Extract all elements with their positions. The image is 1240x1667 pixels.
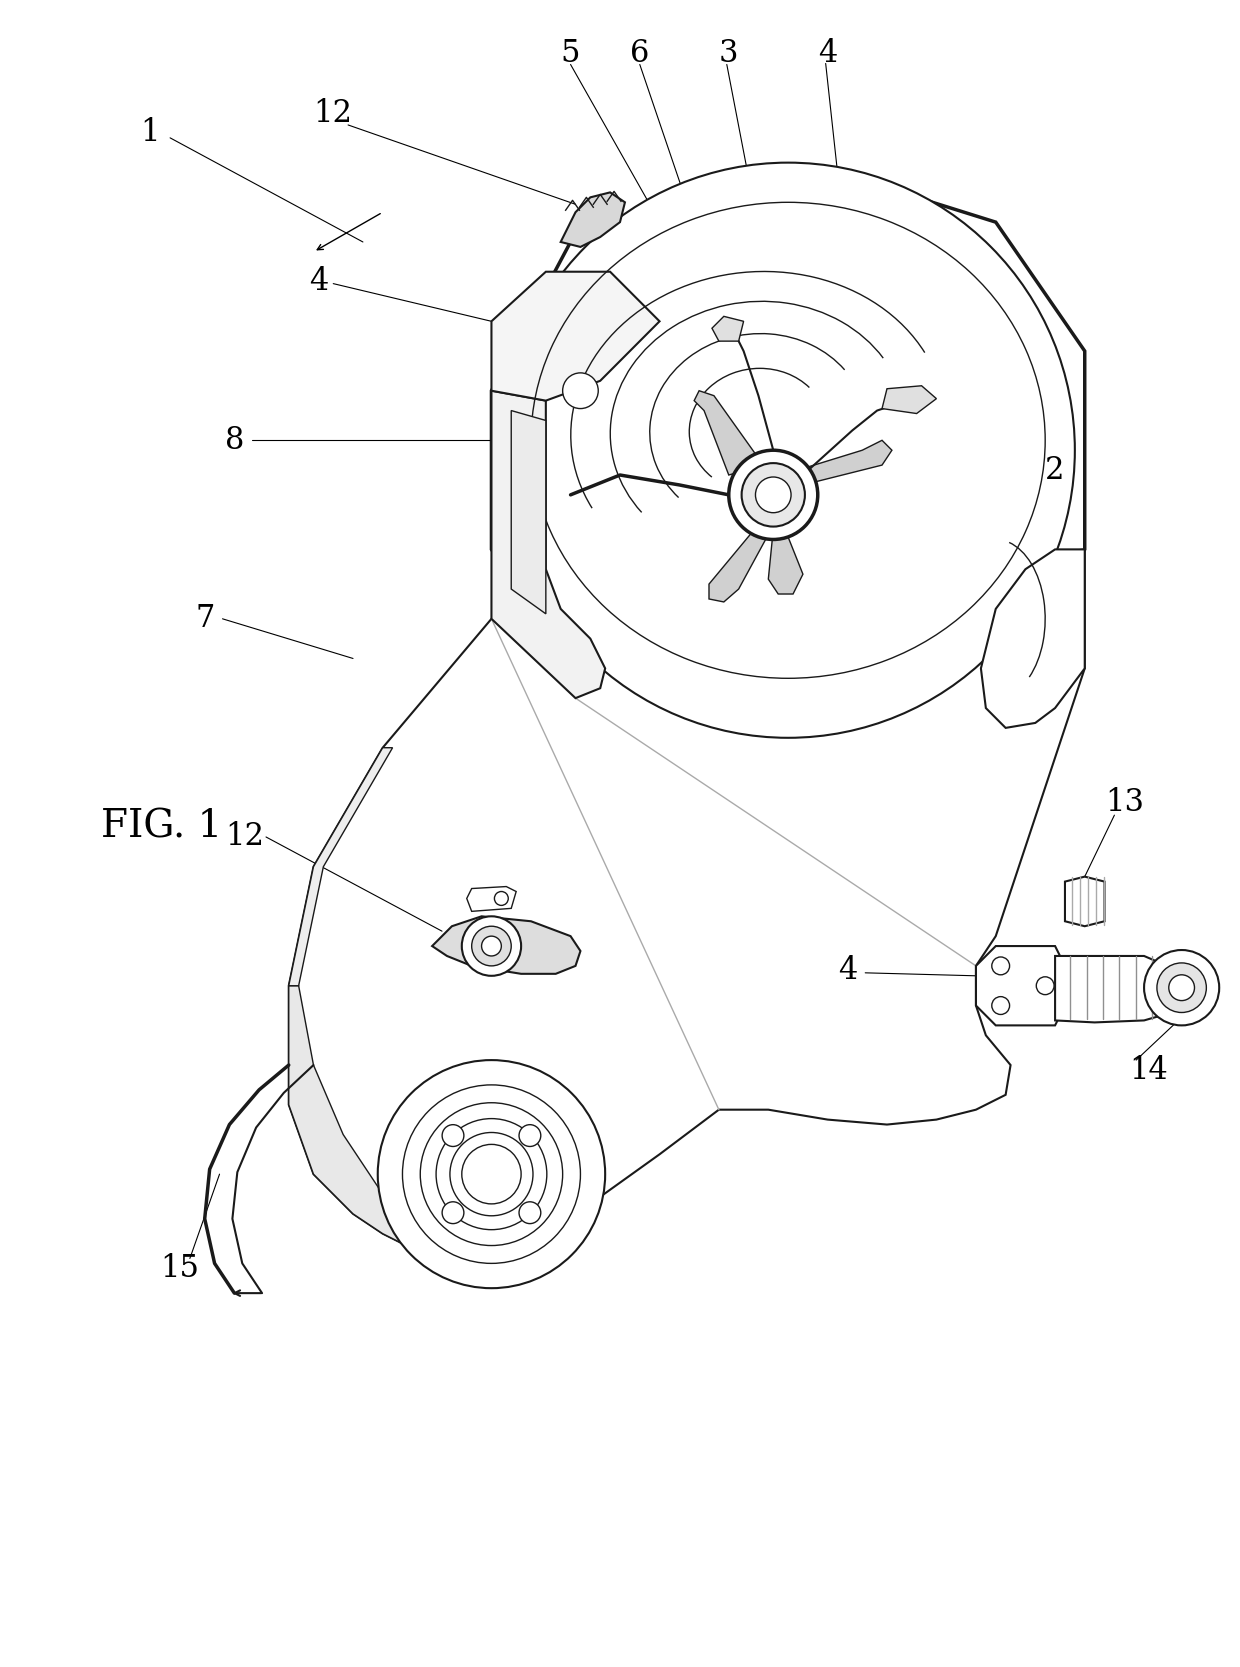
Circle shape [992, 997, 1009, 1015]
Circle shape [1157, 964, 1207, 1012]
Text: 2: 2 [1045, 455, 1065, 485]
Polygon shape [694, 390, 764, 475]
Circle shape [563, 373, 598, 408]
Text: 4: 4 [309, 267, 329, 297]
Polygon shape [289, 985, 403, 1244]
Polygon shape [799, 440, 892, 485]
Circle shape [755, 477, 791, 513]
Circle shape [1037, 977, 1054, 995]
Text: 5: 5 [560, 38, 580, 68]
Circle shape [742, 463, 805, 527]
Circle shape [1169, 975, 1194, 1000]
Circle shape [520, 1202, 541, 1224]
Text: FIG. 1: FIG. 1 [100, 808, 222, 845]
Polygon shape [491, 173, 1085, 718]
Text: 15: 15 [160, 1254, 200, 1284]
Polygon shape [432, 917, 580, 974]
Circle shape [378, 1060, 605, 1289]
Polygon shape [289, 550, 1085, 1249]
Text: 7: 7 [195, 603, 215, 635]
Circle shape [520, 1125, 541, 1147]
Polygon shape [511, 410, 546, 613]
Text: 1: 1 [140, 117, 160, 148]
Text: 14: 14 [1130, 1055, 1168, 1085]
Polygon shape [491, 390, 605, 698]
Circle shape [461, 917, 521, 975]
Circle shape [729, 450, 817, 540]
Circle shape [471, 927, 511, 965]
Polygon shape [882, 385, 936, 413]
Polygon shape [709, 525, 769, 602]
Text: 3: 3 [719, 38, 739, 68]
Polygon shape [976, 947, 1065, 1025]
Text: 8: 8 [224, 425, 244, 455]
Text: 4: 4 [818, 38, 837, 68]
Text: 12: 12 [314, 98, 352, 128]
Polygon shape [712, 317, 744, 342]
Circle shape [1145, 950, 1219, 1025]
Circle shape [481, 937, 501, 955]
Circle shape [501, 163, 1075, 738]
Text: 12: 12 [224, 822, 264, 852]
Polygon shape [981, 550, 1085, 728]
Circle shape [992, 957, 1009, 975]
Polygon shape [769, 525, 804, 593]
Circle shape [443, 1125, 464, 1147]
Polygon shape [491, 272, 660, 400]
Polygon shape [560, 192, 625, 247]
Circle shape [443, 1202, 464, 1224]
Text: 13: 13 [1105, 787, 1143, 818]
Text: 6: 6 [630, 38, 650, 68]
Polygon shape [289, 748, 393, 985]
Polygon shape [1055, 955, 1194, 1022]
Text: 4: 4 [838, 955, 857, 987]
Polygon shape [1065, 877, 1105, 927]
Circle shape [495, 892, 508, 905]
Polygon shape [466, 887, 516, 912]
